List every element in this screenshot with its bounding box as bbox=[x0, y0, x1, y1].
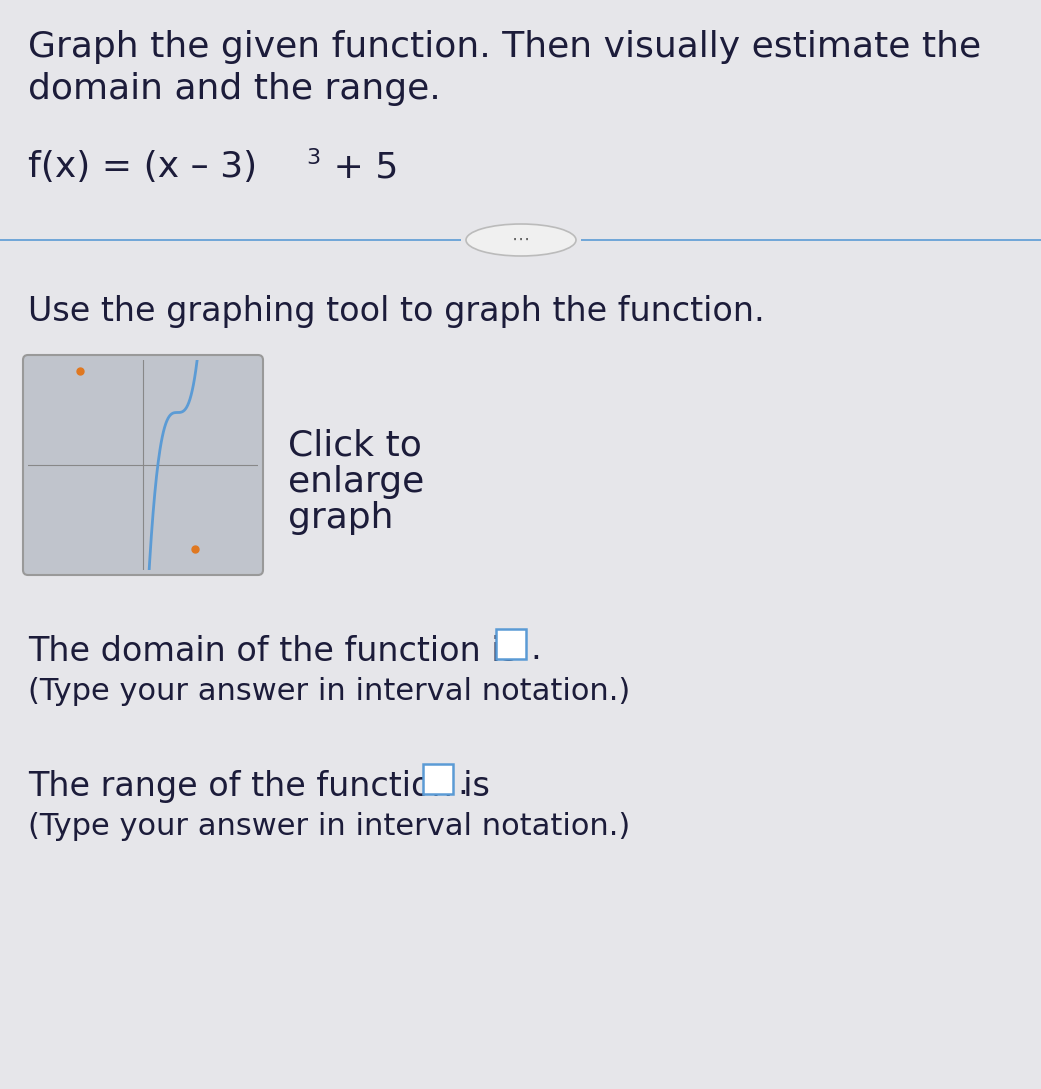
Text: ⋯: ⋯ bbox=[512, 231, 530, 249]
Text: enlarge: enlarge bbox=[288, 465, 425, 499]
Text: Use the graphing tool to graph the function.: Use the graphing tool to graph the funct… bbox=[28, 295, 765, 328]
Text: .: . bbox=[457, 768, 467, 802]
Text: graph: graph bbox=[288, 501, 393, 535]
Text: domain and the range.: domain and the range. bbox=[28, 72, 440, 106]
FancyBboxPatch shape bbox=[496, 629, 526, 659]
Text: The range of the function is: The range of the function is bbox=[28, 770, 490, 803]
Ellipse shape bbox=[466, 224, 576, 256]
Text: Graph the given function. Then visually estimate the: Graph the given function. Then visually … bbox=[28, 30, 981, 64]
Text: 3: 3 bbox=[306, 148, 321, 168]
Text: (Type your answer in interval notation.): (Type your answer in interval notation.) bbox=[28, 677, 630, 706]
Text: (Type your answer in interval notation.): (Type your answer in interval notation.) bbox=[28, 812, 630, 841]
FancyBboxPatch shape bbox=[23, 355, 263, 575]
Text: f(x) = (x – 3): f(x) = (x – 3) bbox=[28, 150, 257, 184]
Text: The domain of the function is: The domain of the function is bbox=[28, 635, 518, 668]
FancyBboxPatch shape bbox=[423, 764, 453, 794]
Text: .: . bbox=[530, 633, 540, 666]
Text: + 5: + 5 bbox=[322, 150, 399, 184]
Text: Click to: Click to bbox=[288, 429, 422, 463]
